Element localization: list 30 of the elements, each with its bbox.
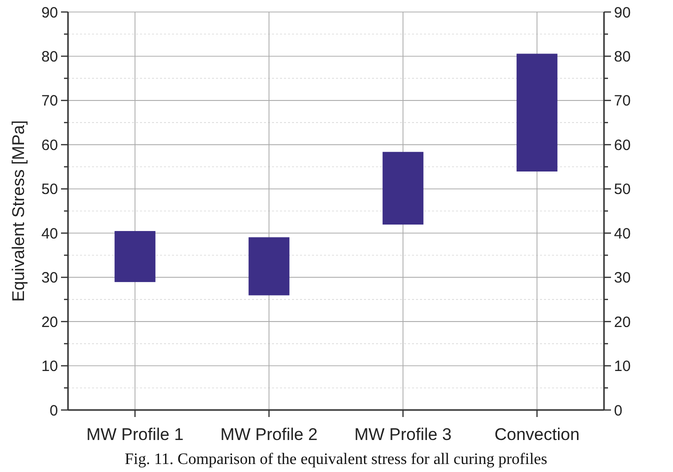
- x-tick-label: MW Profile 2: [220, 425, 318, 444]
- y2-tick-label: 50: [614, 181, 631, 198]
- y-tick-label: 40: [41, 225, 58, 242]
- y2-tick-label: 90: [614, 4, 631, 22]
- y-tick-label: 50: [41, 181, 58, 198]
- x-tick-label: MW Profile 3: [354, 425, 452, 444]
- y2-tick-label: 40: [614, 225, 631, 242]
- y2-tick-label: 60: [614, 136, 631, 154]
- y2-tick-label: 0: [614, 402, 622, 420]
- y-tick-label: 90: [41, 4, 58, 22]
- bar: [114, 231, 156, 282]
- y-tick-label: 10: [41, 358, 58, 376]
- y-tick-label: 20: [41, 314, 58, 331]
- y-tick-label: 70: [41, 92, 58, 110]
- bar: [516, 54, 558, 172]
- bar: [382, 152, 424, 225]
- y2-tick-label: 10: [614, 358, 631, 376]
- y-tick-label: 80: [41, 48, 58, 66]
- y-tick-label: 0: [50, 402, 58, 420]
- x-tick-label: MW Profile 1: [86, 425, 184, 444]
- y-axis-title: Equivalent Stress [MPa]: [9, 120, 28, 302]
- y-tick-label: 30: [41, 270, 58, 287]
- y2-tick-label: 70: [614, 92, 631, 110]
- bar: [248, 237, 290, 296]
- caption: Fig. 11. Comparison of the equivalent stress for all curing profiles: [124, 451, 548, 468]
- x-tick-label: Convection: [494, 425, 580, 444]
- y-tick-label: 60: [41, 136, 58, 154]
- y2-tick-label: 80: [614, 48, 631, 66]
- y2-tick-label: 20: [614, 314, 631, 331]
- y2-tick-label: 30: [614, 270, 631, 287]
